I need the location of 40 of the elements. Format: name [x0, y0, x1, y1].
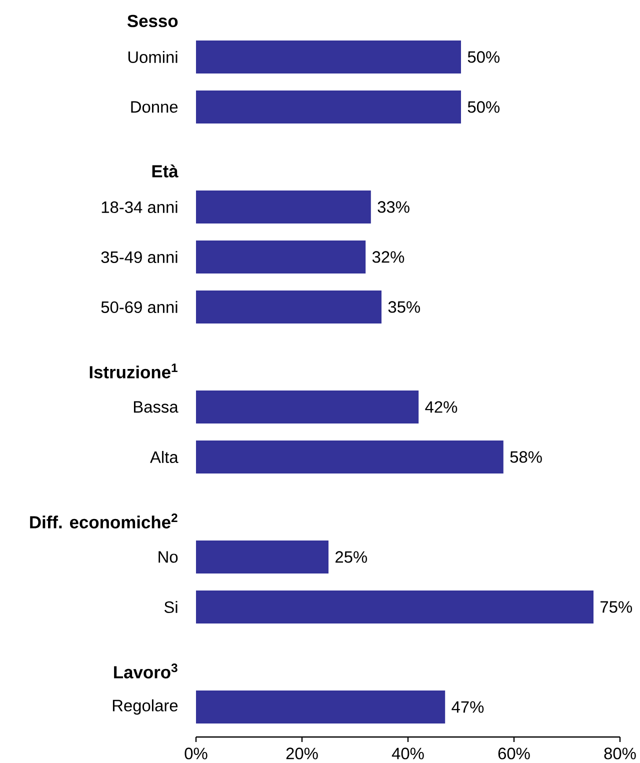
- x-tick-label: 60%: [498, 748, 530, 760]
- bar: [196, 690, 446, 724]
- bar: [196, 40, 461, 74]
- y-tick-label: Diff. economiche$^{2}$: [30, 514, 178, 528]
- y-tick-label: Istruzione$^{1}$: [90, 364, 178, 378]
- data-label: 33%: [378, 201, 410, 213]
- y-tick-label: Bassa: [134, 401, 178, 413]
- bar: [196, 240, 366, 274]
- y-tick-label: 35-49 anni: [101, 250, 178, 264]
- data-label: 58%: [510, 451, 542, 463]
- y-tick-label: Età: [152, 164, 178, 178]
- y-tick-label: Lavoro$^{3}$: [114, 664, 178, 678]
- data-label: 42%: [425, 401, 458, 413]
- bar: [196, 90, 461, 124]
- bar: [196, 190, 371, 224]
- bar: [196, 390, 419, 424]
- bar: [196, 590, 594, 624]
- y-tick-label: Alta: [150, 450, 178, 464]
- x-tick-label: 0%: [184, 748, 208, 760]
- x-tick-label: 20%: [286, 748, 318, 760]
- data-label: 50%: [468, 101, 500, 113]
- data-label: 35%: [388, 301, 420, 313]
- data-label: 75%: [600, 601, 632, 613]
- data-label: 25%: [336, 551, 368, 563]
- y-tick-label: 18-34 anni: [102, 200, 178, 214]
- data-label: 50%: [468, 51, 500, 63]
- bar: [196, 540, 328, 574]
- y-tick-label: No: [158, 551, 178, 563]
- y-tick-label: Regolare: [112, 699, 178, 715]
- y-tick-label: Si: [164, 600, 178, 614]
- bar: [196, 440, 504, 474]
- y-tick-label: 50-69 anni: [101, 300, 178, 314]
- y-tick-label: Sesso: [127, 14, 178, 28]
- data-label: 32%: [372, 251, 404, 263]
- x-tick-label: 40%: [392, 748, 424, 760]
- y-tick-label: Donne: [131, 101, 178, 113]
- data-label: 47%: [452, 701, 484, 713]
- bar: [196, 290, 382, 324]
- y-tick-label: Uomini: [128, 50, 178, 64]
- x-tick-label: 80%: [604, 748, 636, 760]
